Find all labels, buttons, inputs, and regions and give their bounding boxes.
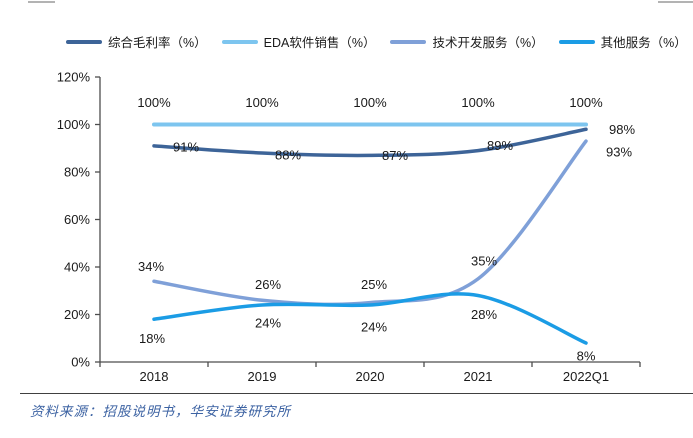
legend-swatch-other-services xyxy=(558,39,595,44)
data-label: 89% xyxy=(487,138,513,153)
legend-swatch-tech-dev-services xyxy=(390,39,427,44)
y-tick-label: 120% xyxy=(57,70,91,85)
x-tick-label: 2019 xyxy=(248,369,277,384)
data-label: 91% xyxy=(173,139,199,154)
data-label: 24% xyxy=(255,316,281,331)
data-label: 8% xyxy=(577,349,596,364)
data-label: 24% xyxy=(361,320,387,335)
x-tick-label: 2021 xyxy=(464,369,493,384)
y-tick-label: 0% xyxy=(71,355,90,370)
data-label: 25% xyxy=(361,277,387,292)
x-tick-label: 2020 xyxy=(356,369,385,384)
legend-label: 技术开发服务（%） xyxy=(432,36,544,50)
legend-item-tech-dev-services: 技术开发服务（%） xyxy=(390,32,544,51)
data-label: 35% xyxy=(471,253,497,268)
legend-item-eda-software-sales: EDA软件销售（%） xyxy=(221,32,376,51)
x-axis: 2018 2019 2020 2021 2022Q1 xyxy=(99,361,641,384)
legend-swatch-composite-gross-margin xyxy=(66,39,102,44)
data-label: 34% xyxy=(138,259,164,274)
y-tick-label: 100% xyxy=(57,117,91,132)
legend-label: 其他服务（%） xyxy=(600,36,687,50)
series-line-3 xyxy=(152,292,588,345)
data-label: 26% xyxy=(255,277,281,292)
data-label: 100% xyxy=(245,95,279,110)
data-label: 100% xyxy=(461,95,495,110)
legend-item-composite-gross-margin: 综合毛利率（%） xyxy=(66,32,207,51)
data-label: 100% xyxy=(569,95,603,110)
page-border-fragment-left xyxy=(28,1,55,3)
legend-swatch-eda-software-sales xyxy=(221,39,258,44)
legend-item-other-services: 其他服务（%） xyxy=(558,32,687,51)
y-axis: 0% 20% 40% 60% 80% 100% 120% xyxy=(57,70,101,370)
x-tick-label: 2018 xyxy=(140,369,169,384)
data-label: 28% xyxy=(471,307,497,322)
source-note: 资料来源：招股说明书，华安证券研究所 xyxy=(30,404,291,419)
y-tick-label: 60% xyxy=(64,212,90,227)
legend-label: EDA软件销售（%） xyxy=(263,36,376,50)
data-label: 100% xyxy=(137,95,171,110)
legend-label: 综合毛利率（%） xyxy=(108,36,207,50)
footer-divider xyxy=(20,393,693,394)
y-tick-label: 20% xyxy=(64,307,90,322)
data-label: 93% xyxy=(606,145,632,160)
data-label: 87% xyxy=(382,148,408,163)
data-label: 100% xyxy=(353,95,387,110)
series-line-0 xyxy=(152,127,588,158)
page-border-fragment-right xyxy=(658,1,693,3)
data-label: 98% xyxy=(609,122,635,137)
y-tick-label: 80% xyxy=(64,165,90,180)
x-tick-label: 2022Q1 xyxy=(563,369,609,384)
y-tick-label: 40% xyxy=(64,260,90,275)
data-label: 18% xyxy=(139,331,165,346)
series-line-2 xyxy=(152,139,588,307)
data-label: 88% xyxy=(275,148,301,163)
chart-legend: 综合毛利率（%） EDA软件销售（%） 技术开发服务（%） 其他服务（%） xyxy=(66,32,691,51)
